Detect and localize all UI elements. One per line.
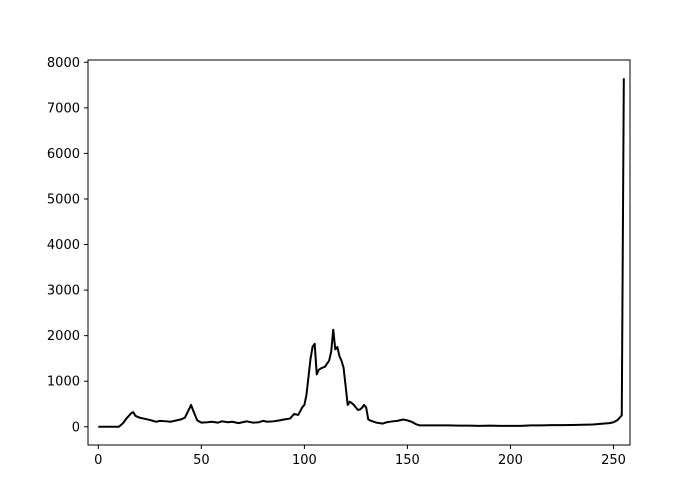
x-axis: 0 50 100 150 200 250 (94, 445, 626, 468)
y-tick-label: 5000 (47, 192, 80, 207)
y-tick-label: 2000 (47, 329, 80, 344)
y-tick-label: 8000 (47, 56, 80, 71)
x-tick-label: 150 (395, 453, 420, 468)
x-tick-label: 50 (193, 453, 210, 468)
y-axis: 0 1000 2000 3000 4000 5000 6000 7000 8000 (47, 56, 88, 435)
x-tick-label: 200 (498, 453, 523, 468)
y-tick-label: 0 (72, 420, 80, 435)
y-tick-label: 4000 (47, 238, 80, 253)
y-tick-label: 1000 (47, 375, 80, 390)
x-tick-label: 0 (94, 453, 102, 468)
y-tick-label: 3000 (47, 284, 80, 299)
x-tick-label: 250 (601, 453, 626, 468)
y-tick-label: 6000 (47, 147, 80, 162)
plot-frame (87, 59, 631, 446)
series-line (98, 78, 625, 428)
x-tick-label: 100 (292, 453, 317, 468)
plot-area (98, 78, 625, 428)
y-tick-label: 7000 (47, 101, 80, 116)
